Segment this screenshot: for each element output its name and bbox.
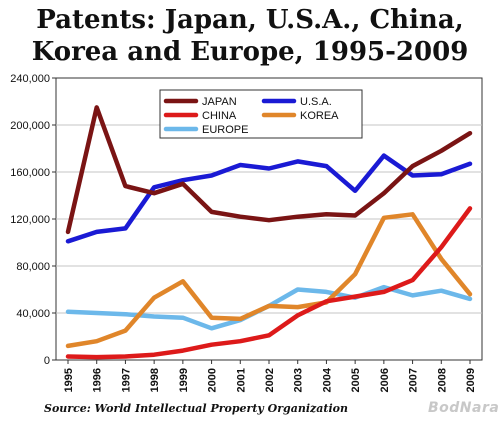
x-tick-label: 1999: [178, 368, 190, 392]
x-tick-label: 1995: [63, 368, 75, 392]
legend-label-europe: EUROPE: [202, 124, 248, 136]
x-tick-label: 1997: [120, 368, 132, 392]
series-line-japan: [65, 105, 473, 235]
chart-title-line-2: Korea and Europe, 1995-2009: [31, 37, 469, 67]
y-tick-label: 80,000: [16, 261, 50, 273]
x-tick-label: 2006: [379, 368, 391, 392]
legend-label-usa: U.S.A.: [300, 96, 332, 108]
x-tick-label: 1998: [149, 368, 161, 392]
series-line-korea: [65, 212, 473, 349]
y-tick-label: 120,000: [10, 214, 50, 226]
x-tick-label: 2005: [350, 368, 362, 392]
y-tick-label: 0: [44, 355, 50, 367]
x-tick-label: 2000: [207, 368, 219, 392]
y-tick-label: 240,000: [10, 73, 50, 85]
chart-title: Patents: Japan, U.S.A., China, Korea and…: [0, 4, 500, 68]
watermark-logo: BodNara: [428, 400, 500, 416]
series-line-usa: [65, 153, 473, 244]
chart-title-line-1: Patents: Japan, U.S.A., China,: [36, 5, 464, 35]
y-tick-label: 160,000: [10, 167, 50, 179]
y-tick-label: 40,000: [16, 308, 50, 320]
legend-label-china: CHINA: [202, 110, 237, 122]
x-tick-label: 2008: [436, 368, 448, 392]
x-tick-label: 2002: [264, 368, 276, 392]
series-line-china: [65, 206, 473, 360]
source-note: Source: World Intellectual Property Orga…: [44, 402, 348, 415]
x-tick-label: 2004: [321, 367, 333, 392]
x-tick-label: 1996: [92, 368, 104, 392]
legend-label-korea: KOREA: [300, 110, 339, 122]
x-tick-label: 2007: [408, 368, 420, 392]
x-tick-label: 2003: [293, 368, 305, 392]
legend-label-japan: JAPAN: [202, 96, 237, 108]
x-tick-label: 2001: [235, 368, 247, 392]
x-tick-label: 2009: [465, 368, 477, 392]
y-tick-label: 200,000: [10, 120, 50, 132]
